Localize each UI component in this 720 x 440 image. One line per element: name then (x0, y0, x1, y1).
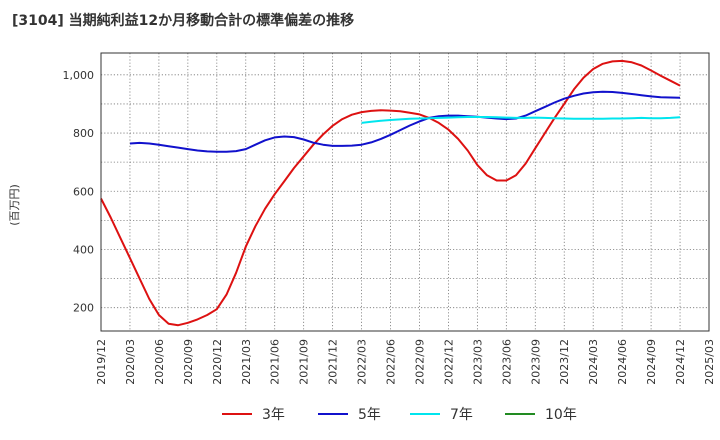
x-tick-label: 2022/09 (413, 339, 426, 385)
y-tick-label: 600 (73, 185, 94, 198)
x-tick-label: 2020/12 (211, 339, 224, 385)
x-tick-label: 2021/03 (240, 339, 253, 385)
plot-background (101, 53, 709, 331)
x-tick-label: 2022/03 (356, 339, 369, 385)
x-tick-label: 2021/09 (298, 339, 311, 385)
y-tick-label: 400 (73, 243, 94, 256)
y-axis-label: (百万円) (8, 184, 21, 226)
x-tick-label: 2022/06 (385, 339, 398, 385)
grid-lines (100, 53, 710, 331)
chart-title: [3104] 当期純利益12か月移動合計の標準偏差の推移 (12, 13, 355, 29)
legend: 3年 5年 7年 10年 (222, 407, 577, 423)
y-tick-label: 200 (73, 302, 94, 315)
x-tick-label: 2020/06 (153, 339, 166, 385)
plot-frame (100, 52, 710, 332)
x-tick-label: 2020/03 (124, 339, 137, 385)
x-tick-label: 2024/03 (587, 339, 600, 385)
legend-label: 5年 (358, 407, 381, 423)
x-tick-label: 2019/12 (95, 339, 108, 385)
x-tick-label: 2024/12 (674, 339, 687, 385)
x-tick-label: 2023/09 (529, 339, 542, 385)
legend-label: 3年 (262, 407, 285, 423)
series-line-3年 (100, 59, 681, 327)
y-tick-label: 1,000 (63, 69, 95, 82)
legend-label: 7年 (450, 407, 473, 423)
x-tick-label: 2024/09 (645, 339, 658, 385)
x-tick-label: 2021/06 (269, 339, 282, 385)
x-tick-label: 2023/12 (558, 339, 571, 385)
x-tick-label: 2022/12 (442, 339, 455, 385)
x-axis: 2019/12 2020/03 2020/06 2020/09 2020/12 2021/… (95, 339, 716, 385)
x-tick-label: 2023/03 (471, 339, 484, 385)
y-axis: 200 400 600 800 1,000 (63, 69, 95, 315)
series-line-5年 (129, 90, 681, 153)
series-line-7年 (361, 116, 681, 124)
legend-label: 10年 (545, 407, 577, 423)
x-tick-label: 2024/06 (616, 339, 629, 385)
x-tick-label: 2025/03 (703, 339, 716, 385)
y-tick-label: 800 (73, 127, 94, 140)
series-lines (100, 59, 681, 327)
x-tick-label: 2021/12 (327, 339, 340, 385)
x-tick-label: 2023/06 (500, 339, 513, 385)
x-tick-label: 2020/09 (182, 339, 195, 385)
